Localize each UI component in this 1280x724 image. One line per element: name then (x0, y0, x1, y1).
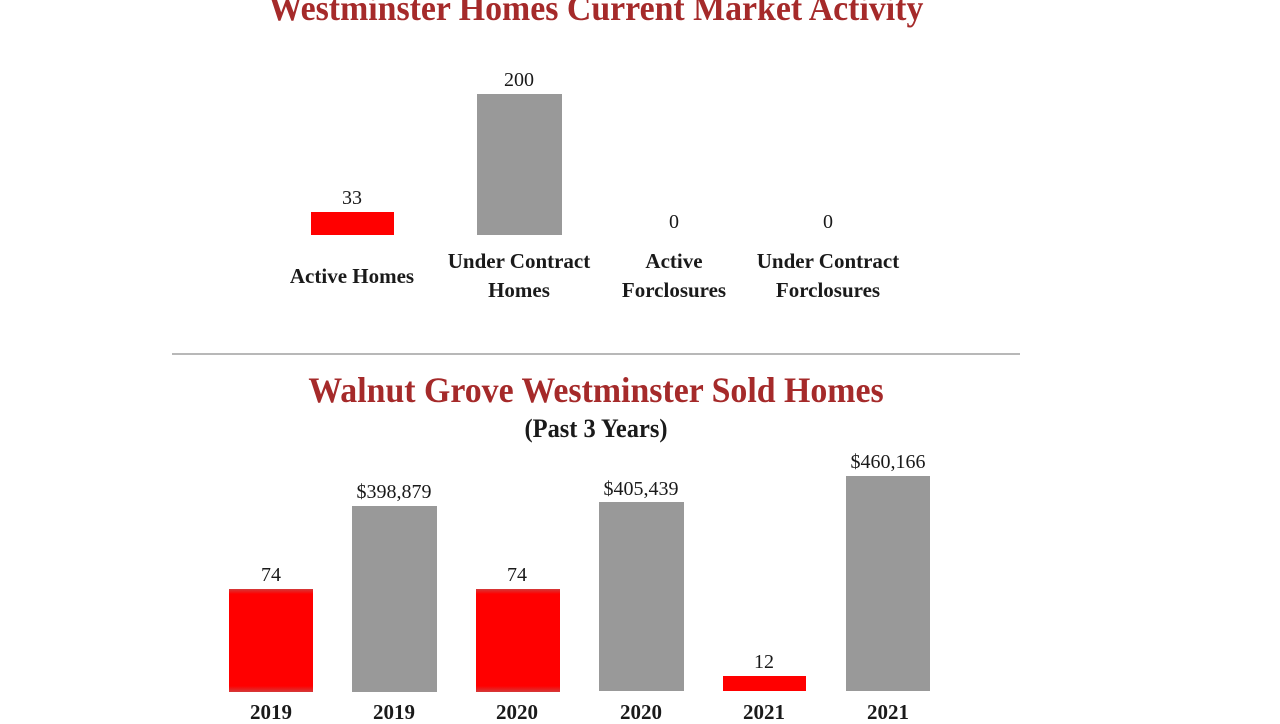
under-contract-homes-label-line2: Homes (488, 278, 550, 302)
active-forclosures-value: 0 (669, 211, 679, 233)
sold-homes-title: Walnut Grove Westminster Sold Homes (308, 370, 884, 410)
sold-2020-count-bar (476, 589, 560, 692)
sold-2020-price-bar (599, 502, 684, 691)
sold-2021-count-year: 2021 (743, 700, 785, 724)
active-forclosures-label-line2: Forclosures (621, 278, 727, 302)
under-contract-forclosures-label-line2: Forclosures (775, 278, 881, 302)
under-contract-forclosures-label-line1: Under Contract (756, 249, 900, 273)
sold-homes-subtitle: (Past 3 Years) (524, 414, 668, 443)
sold-2021-count-bar (723, 676, 806, 691)
sold-2019-count-year: 2019 (250, 700, 292, 724)
under-contract-homes-label: Under Contract Homes (448, 247, 591, 305)
active-forclosures-label: Active Forclosures (622, 247, 726, 305)
active-homes-bar (311, 212, 394, 235)
sold-2021-price-bar (846, 476, 930, 691)
under-contract-homes-label-line1: Under Contract (447, 249, 591, 273)
sold-2019-price-value: $398,879 (356, 481, 432, 503)
sold-2020-count-year: 2020 (496, 700, 538, 724)
sold-2021-price-value: $460,166 (850, 451, 926, 473)
sold-2019-count-value: 74 (261, 564, 281, 586)
active-homes-label: Active Homes (290, 262, 414, 291)
sold-2019-count-bar (229, 589, 313, 692)
active-homes-value: 33 (342, 187, 362, 209)
under-contract-forclosures-value: 0 (823, 211, 833, 233)
sold-2020-price-value: $405,439 (603, 478, 679, 500)
sold-2021-price-year: 2021 (867, 700, 909, 724)
sold-2019-price-bar (352, 506, 437, 692)
active-forclosures-label-line1: Active (645, 249, 703, 273)
market-activity-title: Westminster Homes Current Market Activit… (268, 0, 924, 28)
sold-2020-count-value: 74 (507, 564, 527, 586)
under-contract-homes-bar (477, 94, 562, 235)
under-contract-forclosures-label: Under Contract Forclosures (757, 247, 900, 305)
sold-2019-price-year: 2019 (373, 700, 415, 724)
sold-2021-count-value: 12 (754, 651, 774, 673)
active-homes-label-line1: Active Homes (289, 264, 415, 288)
under-contract-homes-value: 200 (504, 69, 534, 91)
sold-2020-price-year: 2020 (620, 700, 662, 724)
section-divider (172, 353, 1020, 355)
